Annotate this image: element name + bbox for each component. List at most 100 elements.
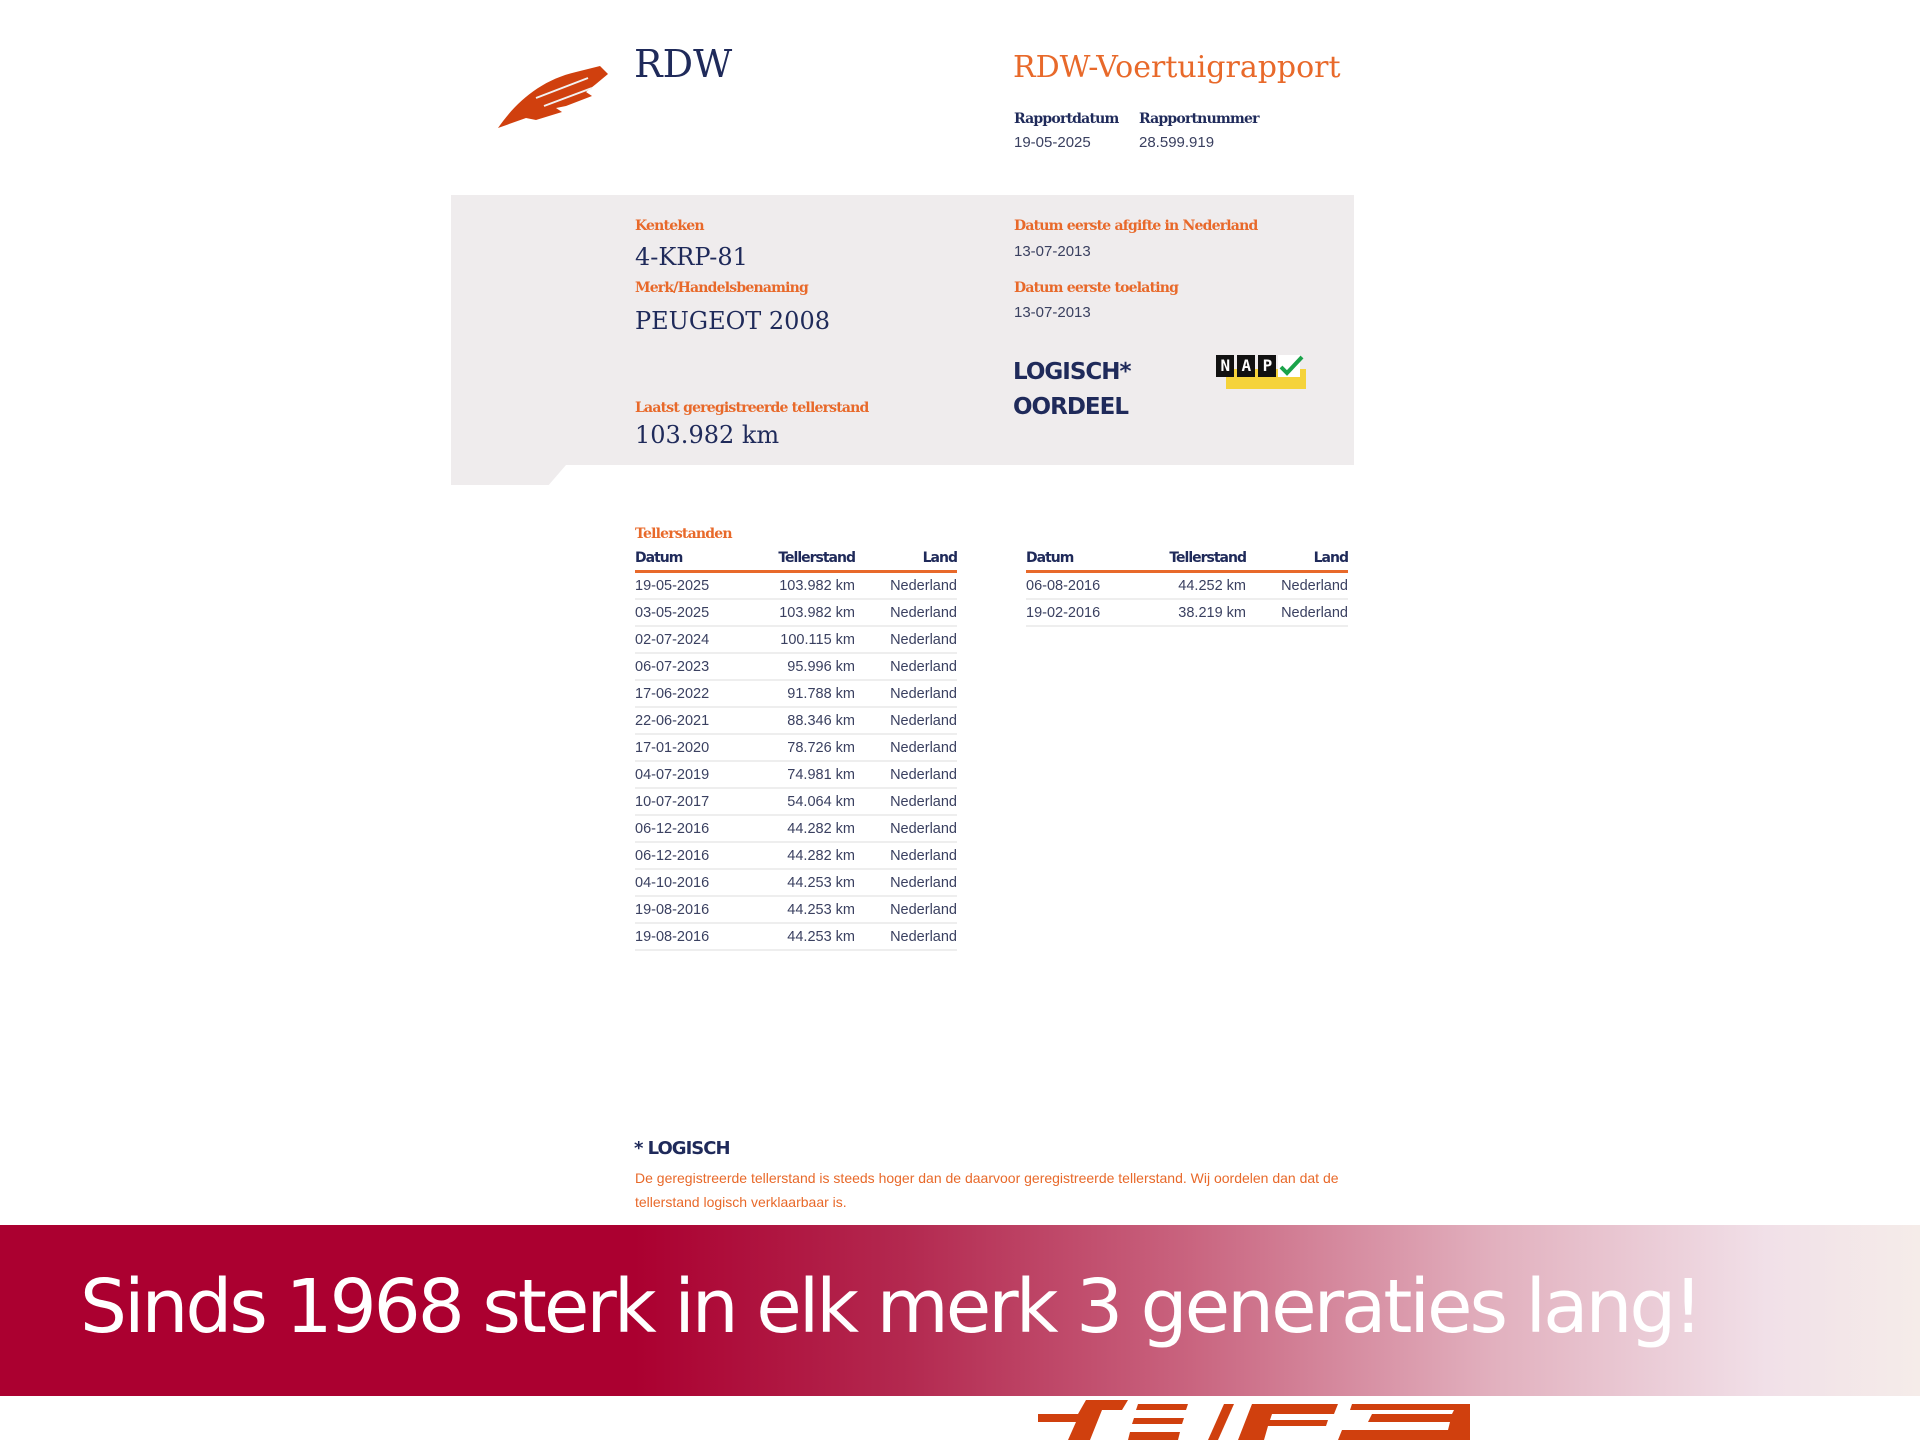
vehicle-summary-panel: [451, 195, 1354, 465]
cell-datum: 06-08-2016: [1026, 571, 1136, 600]
cell-land: Nederland: [855, 815, 957, 843]
cell-tellerstand: 44.252 km: [1136, 571, 1246, 600]
cell-tellerstand: 38.219 km: [1136, 599, 1246, 627]
kenteken-label: Kenteken: [635, 218, 705, 234]
rapportnummer-value: 28.599.919: [1139, 134, 1215, 151]
cell-datum: 04-07-2019: [635, 761, 745, 789]
cell-land: Nederland: [855, 680, 957, 708]
toelating-value: 13-07-2013: [1014, 304, 1091, 321]
rapportnummer-label: Rapportnummer: [1139, 111, 1259, 127]
laatst-value: 103.982 km: [635, 421, 780, 449]
table-row: 06-12-2016 44.282 km Nederland: [635, 842, 957, 870]
verdict-value: LOGISCH*: [1013, 359, 1132, 385]
laatst-label: Laatst geregistreerde tellerstand: [635, 400, 869, 416]
promo-banner-text: Sinds 1968 sterk in elk merk 3 generatie…: [80, 1264, 1703, 1350]
cell-tellerstand: 74.981 km: [745, 761, 855, 789]
cell-land: Nederland: [855, 734, 957, 762]
report-title: RDW-Voertuigrapport: [1013, 50, 1341, 85]
cell-datum: 19-02-2016: [1026, 599, 1136, 627]
table-row: 19-02-2016 38.219 km Nederland: [1026, 599, 1348, 627]
afgifte-value: 13-07-2013: [1014, 243, 1091, 260]
table-row: 06-12-2016 44.282 km Nederland: [635, 815, 957, 843]
table-row: 19-08-2016 44.253 km Nederland: [635, 923, 957, 951]
table-row: 22-06-2021 88.346 km Nederland: [635, 707, 957, 735]
cell-datum: 10-07-2017: [635, 788, 745, 816]
cell-tellerstand: 103.982 km: [745, 599, 855, 627]
table-row: 19-08-2016 44.253 km Nederland: [635, 896, 957, 924]
cell-land: Nederland: [855, 761, 957, 789]
verdict-label: OORDEEL: [1013, 394, 1129, 420]
kenteken-value: 4-KRP-81: [635, 243, 748, 271]
cell-datum: 06-12-2016: [635, 815, 745, 843]
table-row: 04-07-2019 74.981 km Nederland: [635, 761, 957, 789]
tellerstanden-title: Tellerstanden: [635, 526, 733, 542]
cell-tellerstand: 78.726 km: [745, 734, 855, 762]
merk-label: Merk/Handelsbenaming: [635, 280, 809, 296]
cell-datum: 19-08-2016: [635, 896, 745, 924]
cell-land: Nederland: [855, 923, 957, 951]
tellerstanden-table-right: Datum Tellerstand Land 06-08-2016 44.252 …: [1026, 548, 1349, 627]
cell-tellerstand: 44.253 km: [745, 923, 855, 951]
cell-tellerstand: 44.282 km: [745, 842, 855, 870]
dealer-logo-icon: [1038, 1400, 1470, 1440]
cell-land: Nederland: [855, 653, 957, 681]
table-row: 04-10-2016 44.253 km Nederland: [635, 869, 957, 897]
merk-value: PEUGEOT 2008: [635, 307, 830, 335]
cell-datum: 02-07-2024: [635, 626, 745, 654]
footnote-title: * LOGISCH: [634, 1138, 731, 1159]
col-land: Land: [855, 548, 958, 573]
table-row: 10-07-2017 54.064 km Nederland: [635, 788, 957, 816]
cell-land: Nederland: [855, 707, 957, 735]
table-header: Datum Tellerstand Land: [1026, 548, 1349, 573]
cell-datum: 17-06-2022: [635, 680, 745, 708]
rapportdatum-label: Rapportdatum: [1014, 111, 1119, 127]
nap-badge-text: NAP: [1216, 355, 1276, 377]
cell-datum: 19-05-2025: [635, 571, 745, 600]
nap-badge: NAP: [1216, 355, 1306, 389]
cell-datum: 03-05-2025: [635, 599, 745, 627]
cell-datum: 06-07-2023: [635, 653, 745, 681]
rapportdatum-value: 19-05-2025: [1014, 134, 1091, 151]
cell-land: Nederland: [855, 896, 957, 924]
cell-land: Nederland: [855, 842, 957, 870]
cell-land: Nederland: [1246, 571, 1348, 600]
cell-tellerstand: 95.996 km: [745, 653, 855, 681]
cell-tellerstand: 44.253 km: [745, 896, 855, 924]
table-row: 19-05-2025 103.982 km Nederland: [635, 571, 957, 600]
col-tellerstand: Tellerstand: [1136, 548, 1247, 573]
cell-land: Nederland: [855, 869, 957, 897]
col-tellerstand: Tellerstand: [745, 548, 856, 573]
cell-land: Nederland: [855, 599, 957, 627]
dealer-logo: [1038, 1400, 1470, 1440]
cell-land: Nederland: [855, 626, 957, 654]
rdw-logo: [496, 62, 621, 130]
table-row: 02-07-2024 100.115 km Nederland: [635, 626, 957, 654]
cell-tellerstand: 88.346 km: [745, 707, 855, 735]
afgifte-label: Datum eerste afgifte in Nederland: [1014, 218, 1258, 234]
table-row: 06-07-2023 95.996 km Nederland: [635, 653, 957, 681]
cell-tellerstand: 100.115 km: [745, 626, 855, 654]
checkmark-icon: [1278, 355, 1304, 377]
cell-land: Nederland: [855, 788, 957, 816]
cell-datum: 06-12-2016: [635, 842, 745, 870]
table-row: 17-06-2022 91.788 km Nederland: [635, 680, 957, 708]
tellerstanden-table-left: Datum Tellerstand Land 19-05-2025 103.982…: [635, 548, 958, 951]
col-datum: Datum: [1026, 548, 1136, 573]
org-name: RDW: [634, 42, 733, 86]
cell-tellerstand: 54.064 km: [745, 788, 855, 816]
cell-land: Nederland: [855, 571, 957, 600]
cell-datum: 22-06-2021: [635, 707, 745, 735]
cell-land: Nederland: [1246, 599, 1348, 627]
table-header: Datum Tellerstand Land: [635, 548, 958, 573]
promo-banner: [0, 1225, 1920, 1396]
cell-tellerstand: 44.253 km: [745, 869, 855, 897]
cell-tellerstand: 103.982 km: [745, 571, 855, 600]
table-row: 06-08-2016 44.252 km Nederland: [1026, 571, 1348, 600]
toelating-label: Datum eerste toelating: [1014, 280, 1179, 296]
cell-tellerstand: 44.282 km: [745, 815, 855, 843]
cell-datum: 17-01-2020: [635, 734, 745, 762]
col-land: Land: [1246, 548, 1349, 573]
table-row: 03-05-2025 103.982 km Nederland: [635, 599, 957, 627]
footnote-text: De geregistreerde tellerstand is steeds …: [635, 1170, 1339, 1210]
panel-tail: [451, 465, 566, 485]
